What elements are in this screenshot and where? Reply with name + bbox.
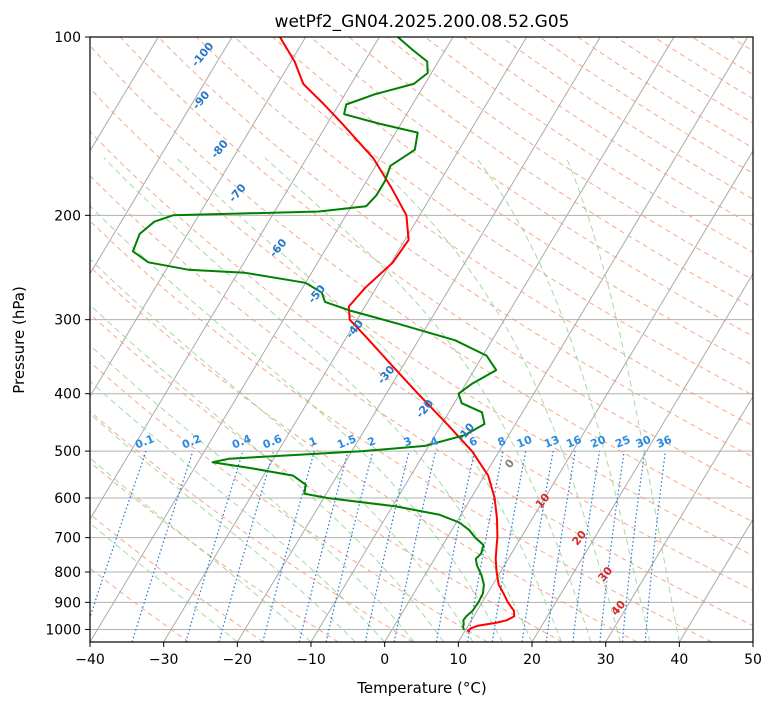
y-tick-label: 1000 xyxy=(45,622,81,638)
x-tick-label: −10 xyxy=(296,652,326,668)
x-tick-label: −20 xyxy=(223,652,253,668)
chart-title: wetPf2_GN04.2025.200.08.52.G05 xyxy=(275,12,570,32)
y-tick-label: 900 xyxy=(54,595,81,611)
y-tick-label: 600 xyxy=(54,491,81,507)
x-axis-label: Temperature (°C) xyxy=(356,679,486,697)
x-tick-label: −30 xyxy=(149,652,179,668)
y-tick-label: 700 xyxy=(54,531,81,547)
x-tick-label: 40 xyxy=(670,652,688,668)
y-tick-label: 800 xyxy=(54,565,81,581)
x-tick-label: −40 xyxy=(75,652,105,668)
y-tick-label: 300 xyxy=(54,313,81,329)
x-tick-label: 0 xyxy=(380,652,389,668)
x-tick-label: 50 xyxy=(744,652,762,668)
y-tick-label: 100 xyxy=(54,30,81,46)
x-tick-label: 20 xyxy=(523,652,541,668)
y-tick-label: 200 xyxy=(54,208,81,224)
y-tick-label: 400 xyxy=(54,387,81,403)
y-axis-label: Pressure (hPa) xyxy=(10,286,28,394)
x-tick-label: 30 xyxy=(597,652,615,668)
x-tick-label: 10 xyxy=(449,652,467,668)
y-tick-label: 500 xyxy=(54,444,81,460)
